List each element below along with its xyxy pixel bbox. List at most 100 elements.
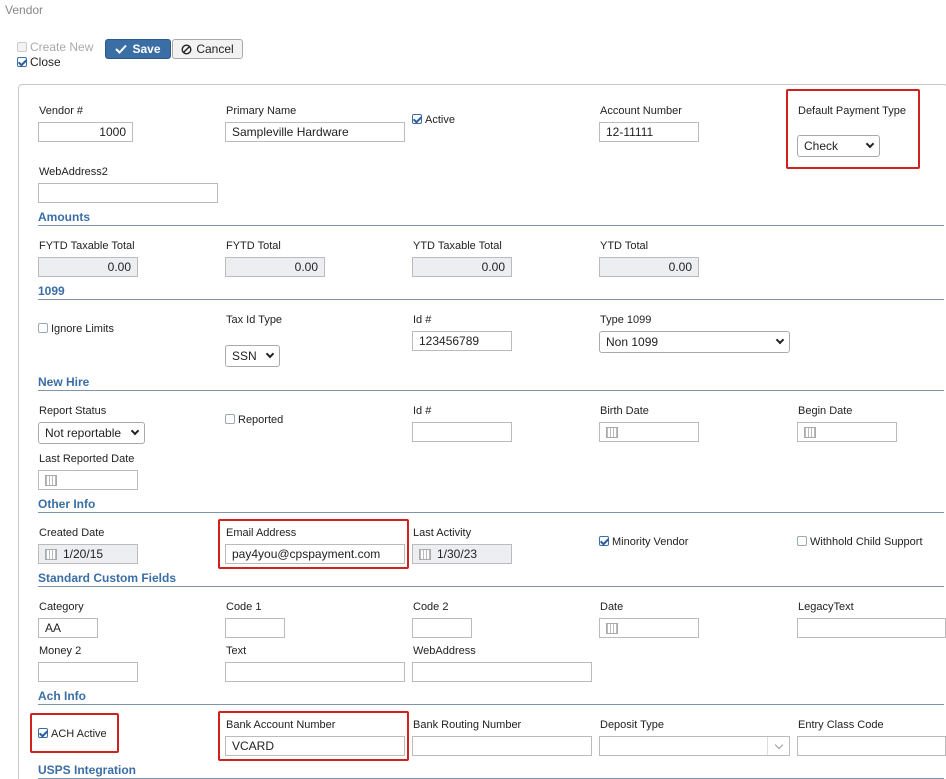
legacy-text-label: LegacyText [798,601,854,613]
legacy-text-field[interactable] [797,618,946,638]
reported-checkbox[interactable]: Reported [225,414,283,426]
divider [38,586,944,587]
account-number-field[interactable]: 12-11111 [599,122,699,142]
ach-heading: Ach Info [38,689,86,703]
close-checkbox[interactable]: Close [17,55,61,69]
fytd-taxable-field: 0.00 [38,257,138,277]
id-label: Id # [413,314,432,326]
type-1099-label: Type 1099 [600,314,652,326]
divider [38,512,944,513]
bank-routing-number-label: Bank Routing Number [413,719,522,731]
code2-label: Code 2 [413,601,449,613]
webaddress2-label: WebAddress2 [39,166,108,178]
last-reported-date-field[interactable] [38,470,138,490]
checkbox-icon [38,323,48,333]
page-title: Vendor [5,3,44,17]
money2-field[interactable] [38,662,138,682]
ignore-limits-checkbox[interactable]: Ignore Limits [38,323,114,335]
active-checkbox[interactable]: Active [412,114,455,126]
calendar-icon[interactable] [804,426,816,438]
text-label: Text [226,645,247,657]
new-hire-heading: New Hire [38,375,90,389]
cancel-label: Cancel [196,42,234,56]
custom-fields-heading: Standard Custom Fields [38,571,177,585]
highlight-box [218,519,409,569]
email-label: Email Address [226,527,297,539]
checkmark-icon [599,536,609,546]
checkbox-icon [225,414,235,424]
new-hire-id-field[interactable] [412,422,512,442]
email-field[interactable]: pay4you@cpspayment.com [225,544,405,564]
created-date-label: Created Date [39,527,105,539]
entry-class-code-label: Entry Class Code [798,719,884,731]
category-field[interactable]: AA [38,618,98,638]
last-activity-field: 1/30/23 [412,544,512,564]
chevron-down-icon [775,335,785,345]
date-field[interactable] [599,618,699,638]
calendar-icon [45,548,57,560]
last-activity-label: Last Activity [413,527,472,539]
report-status-select[interactable]: Not reportable [38,422,145,444]
calendar-icon[interactable] [45,474,57,486]
code1-field[interactable] [225,618,285,638]
withhold-child-support-label: Withhold Child Support [810,536,923,548]
save-button[interactable]: Save [105,39,171,59]
save-label: Save [132,42,161,56]
highlight-box [218,711,409,761]
fytd-total-field: 0.00 [225,257,325,277]
ignore-limits-label: Ignore Limits [51,323,114,335]
primary-name-field[interactable]: Sampleville Hardware [225,122,405,142]
calendar-icon[interactable] [606,622,618,634]
cancel-button[interactable]: Cancel [172,39,243,59]
check-icon [115,44,128,54]
text-field[interactable] [225,662,405,682]
fytd-taxable-label: FYTD Taxable Total [39,240,135,252]
chevron-down-icon [265,349,275,359]
create-new-checkbox[interactable]: Create New [17,40,93,54]
id-field[interactable]: 123456789 [412,331,512,351]
chevron-down-icon [130,426,140,436]
deposit-type-label: Deposit Type [600,719,665,731]
deposit-type-select[interactable] [599,736,790,756]
calendar-icon[interactable] [606,426,618,438]
withhold-child-support-checkbox[interactable]: Withhold Child Support [797,536,923,548]
last-reported-date-label: Last Reported Date [39,453,135,465]
chevron-down-icon [767,737,789,755]
ytd-taxable-field: 0.00 [412,257,512,277]
cancel-icon [181,43,192,55]
birth-date-label: Birth Date [600,405,649,417]
minority-vendor-checkbox[interactable]: Minority Vendor [599,536,688,548]
entry-class-code-field[interactable] [797,736,946,756]
type-1099-select[interactable]: Non 1099 [599,331,790,353]
checkbox-icon [17,42,27,52]
ach-active-checkbox[interactable]: ACH Active [38,728,107,740]
begin-date-field[interactable] [797,422,897,442]
new-hire-id-label: Id # [413,405,432,417]
webaddress2-field[interactable] [38,183,218,203]
created-date-field: 1/20/15 [38,544,138,564]
divider [38,704,944,705]
create-new-label: Create New [30,40,94,54]
ytd-total-field: 0.00 [599,257,699,277]
amounts-heading: Amounts [38,210,90,224]
webaddress-field[interactable] [412,662,592,682]
vendor-num-label: Vendor # [39,105,84,117]
vendor-num-field[interactable]: 1000 [38,122,133,142]
bank-account-number-field[interactable]: VCARD [225,736,405,756]
close-label: Close [30,55,61,69]
checkmark-icon [38,728,48,738]
tax-id-type-label: Tax Id Type [226,314,283,326]
birth-date-field[interactable] [599,422,699,442]
default-payment-type-label: Default Payment Type [798,105,907,117]
code2-field[interactable] [412,618,472,638]
default-payment-type-value: Check [804,139,839,153]
bank-routing-number-field[interactable] [412,736,592,756]
checkmark-icon [17,57,27,67]
account-number-label: Account Number [600,105,682,117]
default-payment-type-select[interactable]: Check [797,135,880,157]
report-status-label: Report Status [39,405,107,417]
category-label: Category [39,601,84,613]
date-label: Date [600,601,624,613]
tax-id-type-select[interactable]: SSN [225,345,280,367]
ytd-total-label: YTD Total [600,240,649,252]
